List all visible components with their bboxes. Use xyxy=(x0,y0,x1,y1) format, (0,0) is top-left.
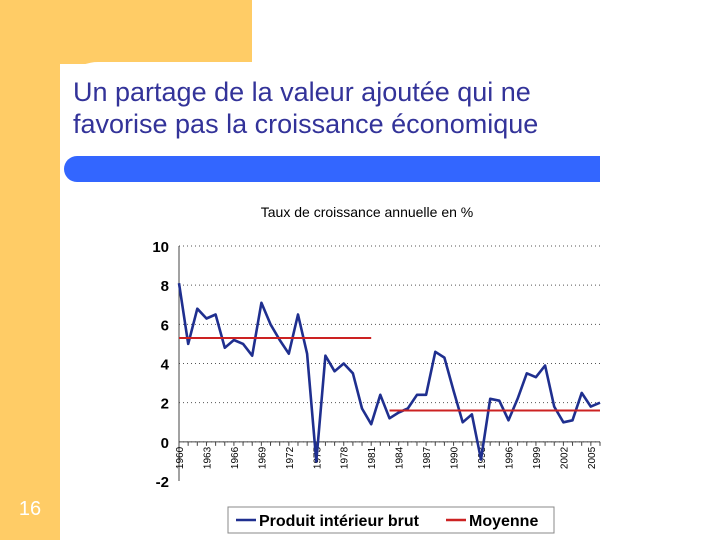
x-tick-label: 1978 xyxy=(340,446,351,469)
x-tick-label: 1963 xyxy=(202,446,213,469)
y-tick-label: 2 xyxy=(161,396,169,413)
slide-title: Un partage de la valeur ajoutée qui ne f… xyxy=(73,77,539,139)
series-line-pib xyxy=(177,283,601,463)
page-number: 16 xyxy=(18,498,42,520)
x-tick-label: 1996 xyxy=(504,446,515,469)
legend-label: Moyenne xyxy=(469,513,538,530)
x-tick-label: 1969 xyxy=(257,446,268,469)
legend-box xyxy=(227,506,555,534)
x-tick-label: 1999 xyxy=(532,446,543,469)
x-tick-label: 1990 xyxy=(450,446,461,469)
x-tick-label: 1984 xyxy=(395,446,406,469)
x-tick-label: 1987 xyxy=(422,446,433,469)
y-tick-label: 0 xyxy=(161,435,169,452)
y-tick-label: 10 xyxy=(152,239,169,256)
x-tick-label: 2002 xyxy=(559,446,570,469)
y-tick-label: 4 xyxy=(161,357,170,374)
y-tick-label: -2 xyxy=(156,474,169,491)
decoration-left xyxy=(0,0,60,540)
x-tick-label: 1960 xyxy=(175,446,186,469)
x-tick-label: 1972 xyxy=(285,446,296,469)
y-tick-label: 6 xyxy=(161,317,169,334)
y-tick-label: 8 xyxy=(161,278,169,295)
x-tick-label: 1966 xyxy=(230,446,241,469)
title-underline-bar xyxy=(64,156,600,182)
x-tick-label: 1981 xyxy=(367,446,378,469)
legend-label: Produit intérieur brut xyxy=(259,513,420,530)
chart-title: Taux de croissance annuelle en % xyxy=(261,204,473,220)
x-tick-label: 2005 xyxy=(587,446,598,469)
